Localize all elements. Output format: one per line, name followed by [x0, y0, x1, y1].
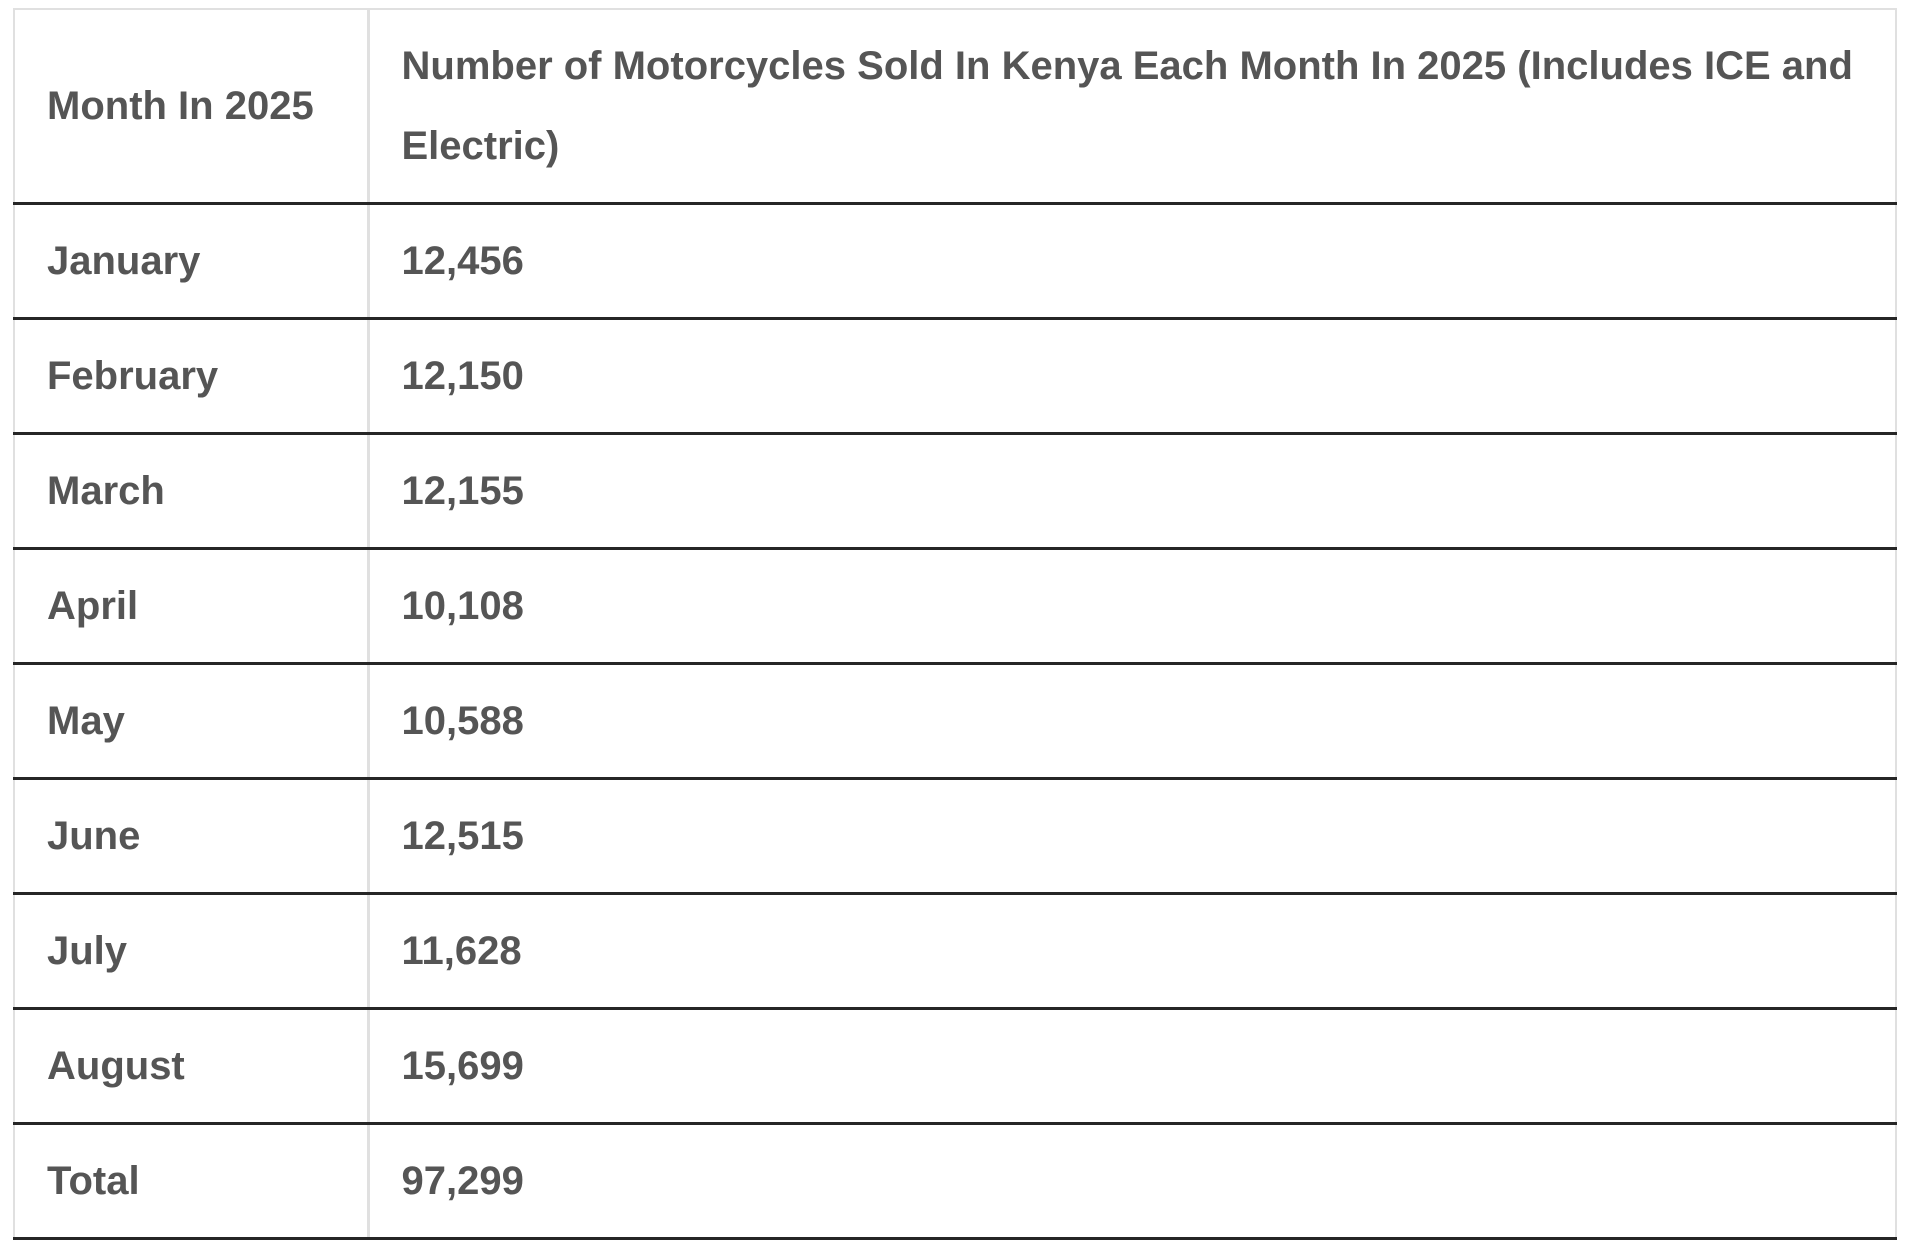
month-cell: August [14, 1008, 370, 1125]
table-row: August 15,699 [14, 1008, 1896, 1125]
value-cell: 10,108 [368, 548, 1896, 665]
month-cell: May [14, 663, 370, 780]
month-cell: April [14, 548, 370, 665]
month-cell: January [14, 203, 370, 320]
header-month-column: Month In 2025 [14, 9, 370, 205]
value-cell: 11,628 [368, 893, 1896, 1010]
month-cell: February [14, 318, 370, 435]
month-cell: Total [14, 1123, 370, 1240]
month-cell: March [14, 433, 370, 550]
motorcycle-sales-table: Month In 2025 Number of Motorcycles Sold… [13, 8, 1897, 1240]
table-row: June 12,515 [14, 778, 1896, 895]
table-row: February 12,150 [14, 318, 1896, 435]
table-row: July 11,628 [14, 893, 1896, 1010]
table-row: Total 97,299 [14, 1123, 1896, 1240]
value-cell: 12,456 [368, 203, 1896, 320]
value-cell: 12,150 [368, 318, 1896, 435]
table-row: May 10,588 [14, 663, 1896, 780]
value-cell: 15,699 [368, 1008, 1896, 1125]
table-row: March 12,155 [14, 433, 1896, 550]
value-cell: 97,299 [368, 1123, 1896, 1240]
table-row: April 10,108 [14, 548, 1896, 665]
value-cell: 12,155 [368, 433, 1896, 550]
value-cell: 12,515 [368, 778, 1896, 895]
value-cell: 10,588 [368, 663, 1896, 780]
table-row: January 12,456 [14, 203, 1896, 320]
table-header-row: Month In 2025 Number of Motorcycles Sold… [14, 9, 1896, 205]
month-cell: June [14, 778, 370, 895]
header-value-column: Number of Motorcycles Sold In Kenya Each… [368, 9, 1896, 205]
month-cell: July [14, 893, 370, 1010]
table-body: January 12,456 February 12,150 March 12,155 Ap… [14, 203, 1896, 1240]
